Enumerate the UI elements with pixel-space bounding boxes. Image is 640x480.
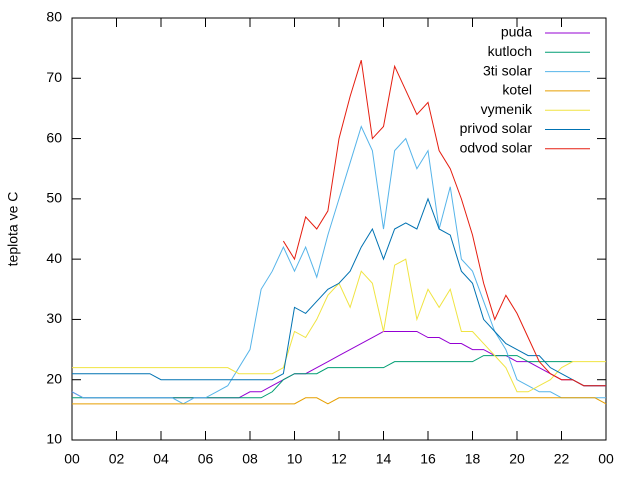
series-line <box>71 125 606 405</box>
legend-label: 3ti solar <box>483 62 532 78</box>
legend-label: odvod solar <box>460 140 533 156</box>
y-tick-label: 40 <box>46 250 62 266</box>
series-line <box>282 60 606 387</box>
x-tick-label: 22 <box>554 451 570 467</box>
x-tick-label: 16 <box>420 451 436 467</box>
legend-label: kutloch <box>488 43 532 59</box>
x-tick-label: 08 <box>242 451 258 467</box>
x-tick-label: 12 <box>331 451 347 467</box>
x-tick-label: 04 <box>153 451 169 467</box>
x-tick-label: 20 <box>509 451 525 467</box>
legend-label: privod solar <box>460 120 533 136</box>
x-tick-label: 14 <box>376 451 392 467</box>
y-tick-label: 80 <box>46 9 62 25</box>
legend-label: puda <box>501 24 532 40</box>
y-axis-label: teplota ve C <box>5 192 21 267</box>
y-tick-label: 10 <box>46 431 62 447</box>
series-line <box>72 397 607 405</box>
x-tick-label: 06 <box>198 451 214 467</box>
y-tick-label: 30 <box>46 310 62 326</box>
plot-frame <box>71 17 607 441</box>
y-tick-label: 60 <box>46 129 62 145</box>
series-line <box>72 197 606 387</box>
x-tick-label: 00 <box>64 451 80 467</box>
legend-label: vymenik <box>481 101 533 117</box>
x-tick-label: 10 <box>287 451 303 467</box>
y-tick-label: 20 <box>46 370 62 386</box>
y-tick-label: 50 <box>46 190 62 206</box>
x-tick-label: 02 <box>109 451 125 467</box>
legend-label: kotel <box>502 82 532 98</box>
x-tick-label: 00 <box>598 451 614 467</box>
x-tick-label: 18 <box>465 451 481 467</box>
y-tick-label: 70 <box>46 69 62 85</box>
